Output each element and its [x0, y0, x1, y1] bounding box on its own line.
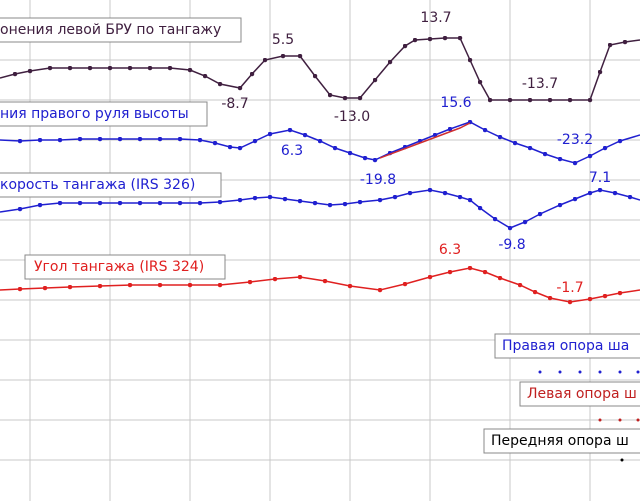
trace-label: Угол тангажа (IRS 324): [34, 259, 204, 275]
legend-box: [519, 381, 640, 407]
legend-label: Левая опора ш: [527, 386, 637, 402]
trace-label: онения левой БРУ по тангажу: [0, 22, 221, 38]
legend-label: Правая опора ша: [502, 338, 629, 354]
legend-dots: [538, 370, 640, 374]
annotation: 6.3: [281, 143, 303, 159]
trace-3: [0, 187, 640, 231]
trace-label: корость тангажа (IRS 326): [0, 177, 195, 193]
legend-dot: [620, 458, 624, 462]
legend-box: [494, 333, 640, 359]
legend-dots: [598, 418, 640, 422]
trace-label: ния правого руля высоты: [0, 106, 189, 122]
annotation: 13.7: [420, 10, 451, 26]
annotation: -1.7: [556, 280, 583, 296]
legend-box: [483, 428, 640, 454]
trace-2: [0, 119, 640, 166]
annotation: 5.5: [272, 32, 294, 48]
label-box: [0, 17, 242, 43]
label-box: [0, 172, 222, 198]
trace-2-overlay: [379, 122, 471, 159]
trace-4: [0, 265, 640, 305]
annotation: -23.2: [557, 132, 593, 148]
trace-1: [0, 35, 640, 103]
label-box: [0, 101, 208, 127]
annotation: 15.6: [440, 95, 471, 111]
annotation: -9.8: [498, 237, 525, 253]
annotation: -13.0: [334, 109, 370, 125]
legend-label: Передняя опора ш: [491, 433, 629, 449]
annotation: -19.8: [360, 172, 396, 188]
label-box: [24, 254, 226, 280]
annotation: -8.7: [221, 96, 248, 112]
annotation: 7.1: [589, 170, 611, 186]
annotation: -13.7: [522, 76, 558, 92]
annotation: 6.3: [439, 242, 461, 258]
